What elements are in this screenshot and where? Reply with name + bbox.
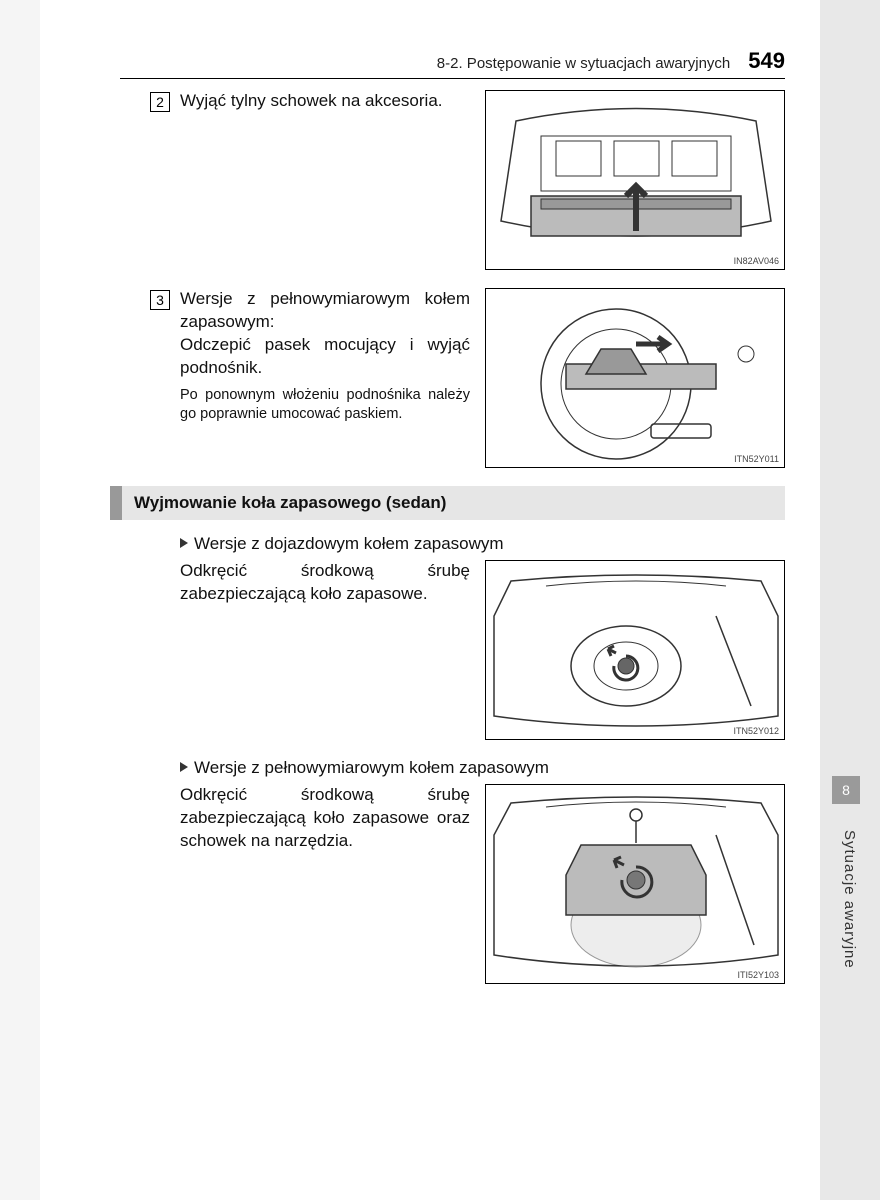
sedan-trunk-illustration-icon xyxy=(486,561,786,741)
subsection: Wersje z pełnowymiarowym kołem zapasowym… xyxy=(180,758,785,984)
figure-code: ITI52Y103 xyxy=(737,970,779,980)
step-main-text: Wyjąć tylny schowek na akcesoria. xyxy=(180,91,443,110)
subsection-title: Wersje z pełnowymiarowym kołem zapasowym xyxy=(180,758,785,778)
figure-code: IN82AV046 xyxy=(734,256,779,266)
subsection-text: Odkręcić środkową śrubę zabezpieczającą … xyxy=(180,784,470,984)
step-number-box: 3 xyxy=(150,290,170,310)
subsection-body: Odkręcić środkową śrubę zabezpieczającą … xyxy=(180,560,785,740)
step-text: Wyjąć tylny schowek na akcesoria. xyxy=(180,90,470,270)
section-heading-text: Wyjmowanie koła zapasowego (sedan) xyxy=(110,486,785,520)
subsection-text: Odkręcić środkową śrubę zabezpieczającą … xyxy=(180,560,470,740)
side-chapter-label: Sytuacje awaryjne xyxy=(841,830,858,969)
triangle-bullet-icon xyxy=(180,538,188,548)
trunk-illustration-icon xyxy=(486,91,786,271)
sedan-trunk-toolbox-illustration-icon xyxy=(486,785,786,985)
chapter-tab: 8 xyxy=(832,776,860,804)
figure-jack-strap: ITN52Y011 xyxy=(485,288,785,468)
page-header: 8-2. Postępowanie w sytuacjach awaryjnyc… xyxy=(120,48,785,79)
subsection-body: Odkręcić środkową śrubę zabezpieczającą … xyxy=(180,784,785,984)
figure-spare-tire-fullsize: ITI52Y103 xyxy=(485,784,785,984)
jack-illustration-icon xyxy=(486,289,786,469)
figure-code: ITN52Y012 xyxy=(733,726,779,736)
step-note-text: Po ponownym włożeniu podnośnika należy g… xyxy=(180,386,470,424)
step-body: Wyjąć tylny schowek na akcesoria. xyxy=(180,90,785,270)
instruction-step: 3 Wersje z pełnowymiarowym kołem zapasow… xyxy=(150,288,785,468)
figure-code: ITN52Y011 xyxy=(734,454,779,464)
page-content: 2 Wyjąć tylny schowek na akcesoria. xyxy=(150,90,785,994)
instruction-step: 2 Wyjąć tylny schowek na akcesoria. xyxy=(150,90,785,270)
step-main-text: Wersje z pełnowymiarowym kołem zapasowym… xyxy=(180,289,470,377)
right-margin-strip xyxy=(820,0,880,1200)
chapter-title: 8-2. Postępowanie w sytuacjach awaryjnyc… xyxy=(437,55,730,72)
subsection-title-text: Wersje z dojazdowym kołem zapasowym xyxy=(194,534,504,553)
section-heading-bar: Wyjmowanie koła zapasowego (sedan) xyxy=(110,486,785,520)
chapter-tab-number: 8 xyxy=(842,782,850,798)
figure-trunk-compartment: IN82AV046 xyxy=(485,90,785,270)
subsection-title-text: Wersje z pełnowymiarowym kołem zapasowym xyxy=(194,758,549,777)
subsection-title: Wersje z dojazdowym kołem zapasowym xyxy=(180,534,785,554)
triangle-bullet-icon xyxy=(180,762,188,772)
subsection: Wersje z dojazdowym kołem zapasowym Odkr… xyxy=(180,534,785,740)
figure-spare-tire-compact: ITN52Y012 xyxy=(485,560,785,740)
page-number: 549 xyxy=(748,48,785,74)
step-number-box: 2 xyxy=(150,92,170,112)
manual-page: 8-2. Postępowanie w sytuacjach awaryjnyc… xyxy=(40,0,820,1200)
step-body: Wersje z pełnowymiarowym kołem zapasowym… xyxy=(180,288,785,468)
step-text: Wersje z pełnowymiarowym kołem zapasowym… xyxy=(180,288,470,468)
